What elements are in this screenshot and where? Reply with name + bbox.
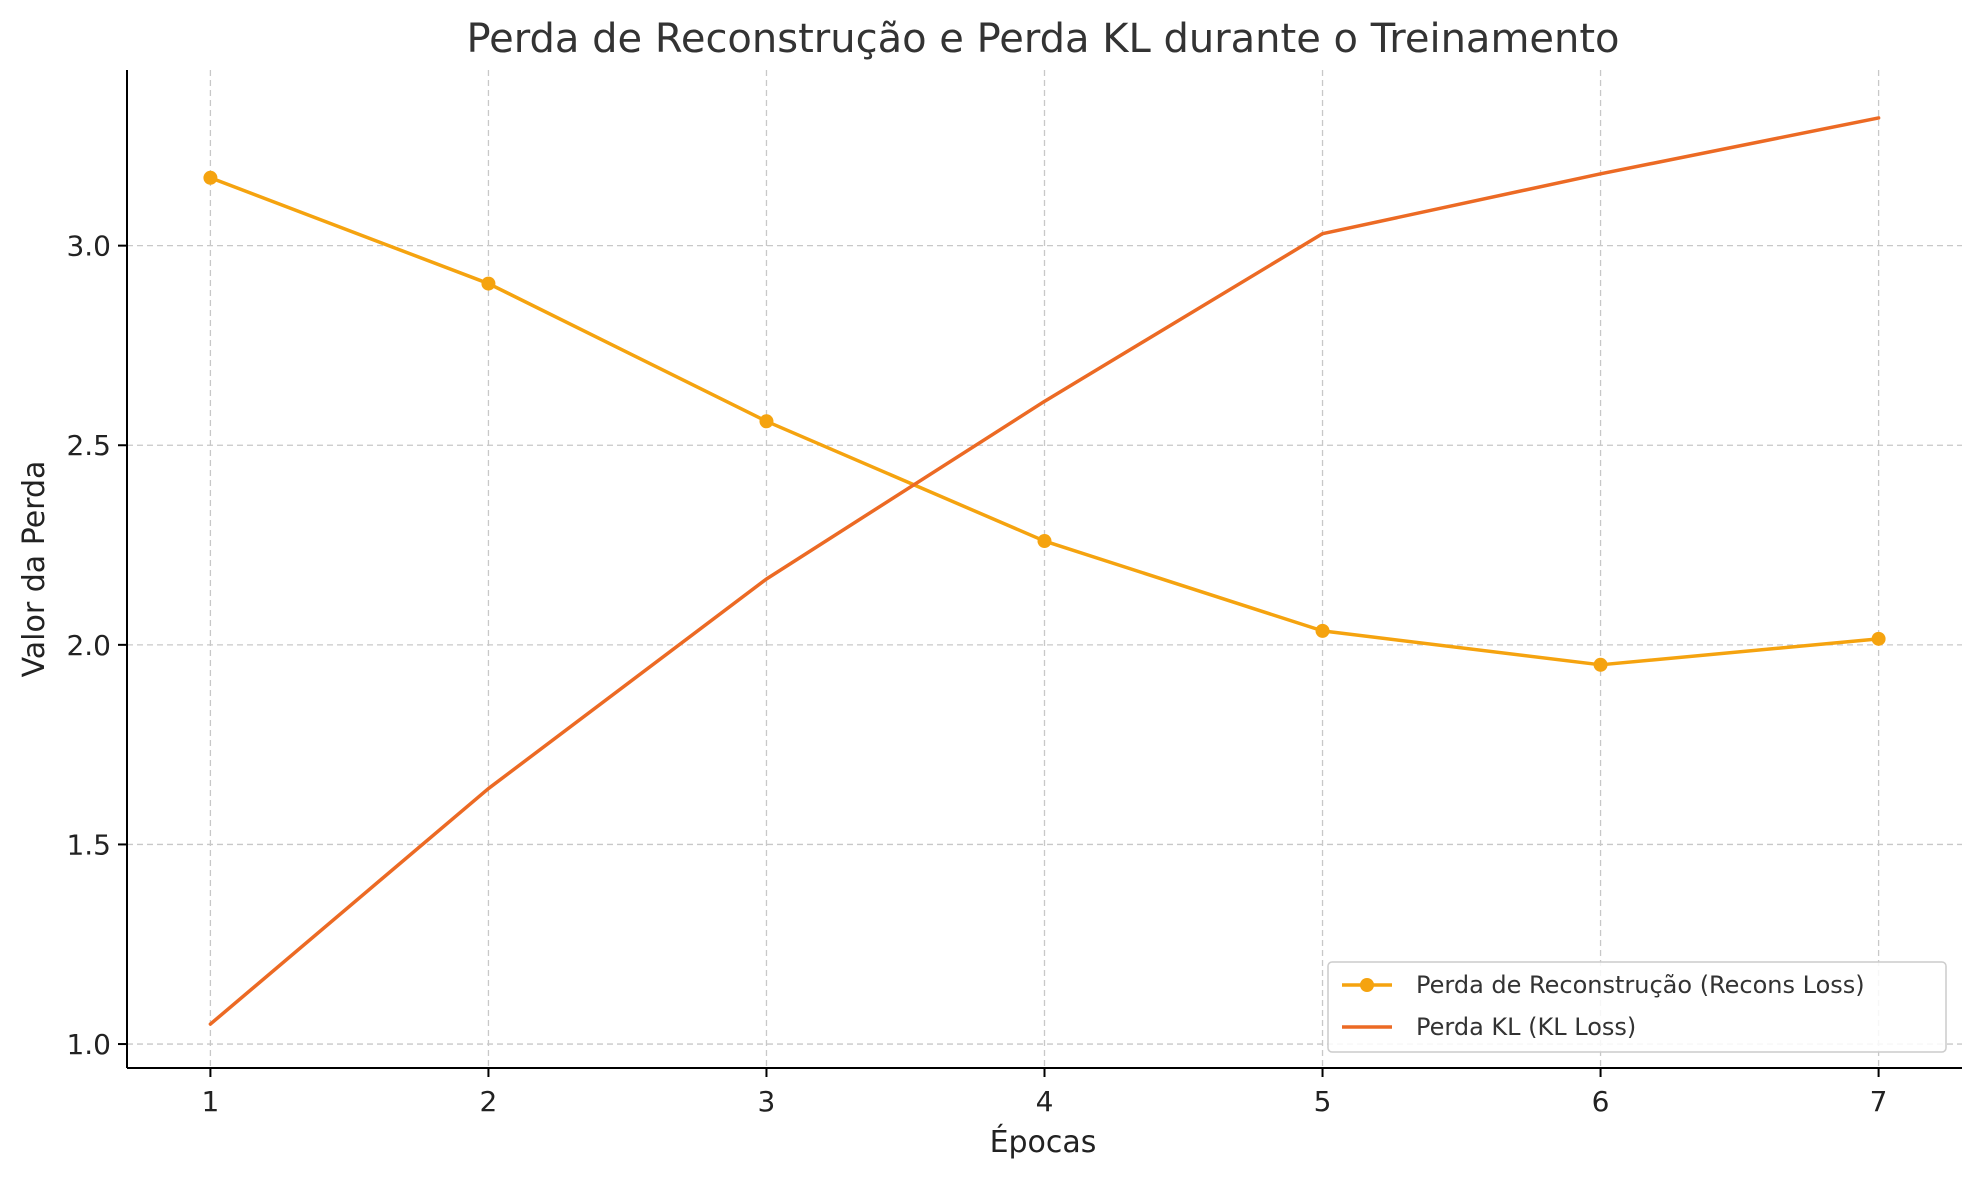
y-axis-label: Valor da Perda bbox=[17, 461, 52, 678]
x-tick-label: 7 bbox=[1870, 1085, 1888, 1118]
legend-marker-recons-loss bbox=[1360, 978, 1374, 992]
data-point-recons-loss bbox=[481, 276, 496, 291]
x-tick-label: 4 bbox=[1036, 1085, 1054, 1118]
y-tick-label: 2.0 bbox=[66, 629, 111, 662]
data-point-recons-loss bbox=[1037, 534, 1052, 549]
grid-lines bbox=[127, 70, 1962, 1068]
data-point-recons-loss bbox=[203, 170, 218, 185]
x-tick-label: 6 bbox=[1592, 1085, 1610, 1118]
series-line-kl-loss bbox=[208, 116, 1881, 1026]
x-tick-label: 1 bbox=[201, 1085, 219, 1118]
data-point-recons-loss bbox=[1871, 631, 1886, 646]
y-tick-label: 1.5 bbox=[66, 828, 111, 861]
data-point-recons-loss bbox=[1593, 657, 1608, 672]
y-tick-label: 2.5 bbox=[66, 429, 111, 462]
legend-frame bbox=[1327, 961, 1947, 1053]
y-tick-label: 1.0 bbox=[66, 1028, 111, 1061]
legend-label-recons-loss: Perda de Reconstrução (Recons Loss) bbox=[1416, 971, 1865, 999]
series-layer bbox=[203, 116, 1886, 1026]
legend-label-kl-loss: Perda KL (KL Loss) bbox=[1416, 1013, 1636, 1041]
x-tick-label: 2 bbox=[480, 1085, 498, 1118]
data-point-recons-loss bbox=[759, 414, 774, 429]
data-point-recons-loss bbox=[1315, 623, 1330, 638]
x-axis-label: Épocas bbox=[990, 1124, 1097, 1160]
axis-ticks: 1 2 3 4 5 6 7 1.0 1.5 2.0 2.5 3.0 bbox=[66, 230, 1887, 1118]
x-tick-label: 3 bbox=[758, 1085, 776, 1118]
chart-title: Perda de Reconstrução e Perda KL durante… bbox=[466, 16, 1619, 62]
y-tick-label: 3.0 bbox=[66, 230, 111, 263]
x-tick-label: 5 bbox=[1314, 1085, 1332, 1118]
legend: Perda de Reconstrução (Recons Loss) Perd… bbox=[1327, 961, 1947, 1053]
